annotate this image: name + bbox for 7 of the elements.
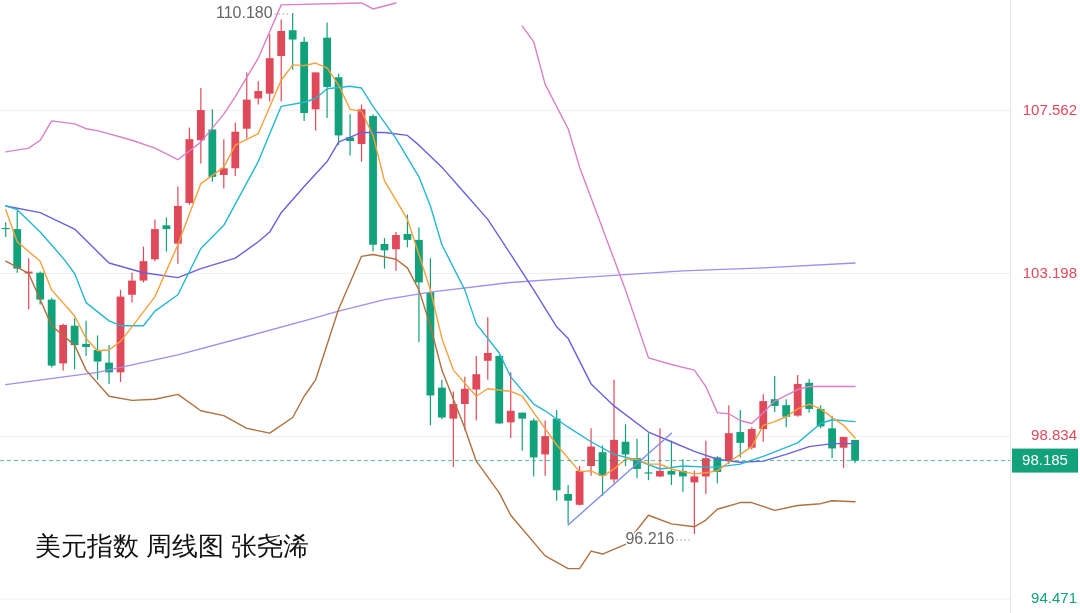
y-tick-label: 94.471: [1031, 589, 1077, 607]
ref-line-label: 98.185: [1022, 450, 1068, 468]
y-tick-label: 98.834: [1031, 426, 1077, 444]
y-tick-label: 103.198: [1022, 263, 1077, 281]
text: 美元指数 周线图 张尧浠: [35, 531, 310, 561]
annotation: 110.180: [216, 4, 273, 22]
y-tick-label: 107.562: [1022, 100, 1077, 118]
